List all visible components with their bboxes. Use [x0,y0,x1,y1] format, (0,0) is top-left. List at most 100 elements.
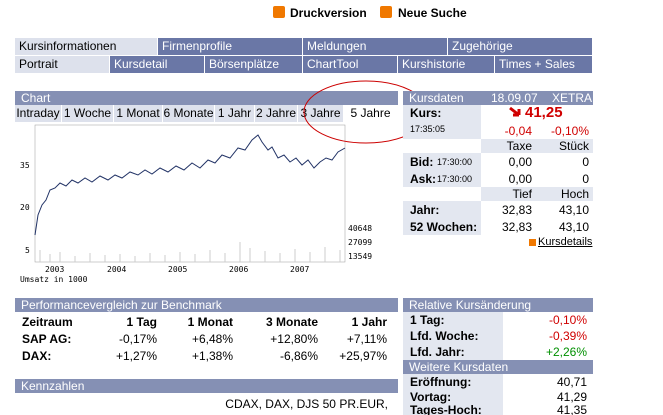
tab[interactable]: Kursinformationen [15,38,158,55]
exchange: XETRA [552,91,593,105]
volume-caption: Umsatz in 1000 [20,275,88,284]
range-tab[interactable]: 3 Jahre [298,105,344,122]
row-label: Jahr: [410,203,440,217]
cell: 40,71 [556,375,587,389]
volume-label: 13549 [348,252,373,261]
label-cell [403,153,481,187]
x-axis-label: 2004 [107,265,127,274]
tab[interactable]: Times + Sales [495,56,593,73]
label-cell [403,201,481,235]
row-label: Eröffnung: [410,375,472,389]
plot-frame [34,124,346,263]
range-tab[interactable]: 1 Woche [62,105,114,122]
row-label: DAX: [22,349,52,363]
volume-bars [39,242,341,262]
cell: 32,83 [501,203,532,217]
tab[interactable]: Meldungen [303,38,448,55]
range-tab[interactable]: 1 Monat [114,105,163,122]
cell: -0,39% [548,329,587,343]
tab[interactable]: ChartTool [303,56,398,73]
row-label: Vortag: [410,390,452,404]
header-cell [481,139,593,153]
col-header: 1 Monat [187,315,233,329]
col-header: 3 Monate [265,315,318,329]
price-change: -0,04 [504,124,532,138]
row-label: Bid: [410,155,434,169]
header-cell [481,187,593,201]
row-label: Tages-Hoch: [410,403,482,415]
row-time: 17:30:00 [437,157,473,167]
tab[interactable]: Zugehörige [448,38,593,55]
quote-time: 17:35:05 [410,124,446,134]
cell: -0,10% [548,313,587,327]
col-header: Tief [512,187,532,201]
quote-date: 18.09.07 [491,91,538,105]
cell: +7,11% [346,332,387,346]
row-label: Kurs: [410,106,442,120]
row-label: Lfd. Woche: [410,329,479,343]
cell: 32,83 [501,220,532,234]
col-header: 1 Jahr [351,315,387,329]
y-axis-label: 20 [20,203,30,212]
row-label: Lfd. Jahr: [410,345,465,359]
cell: +1,27% [115,349,157,363]
tab[interactable]: Firmenprofile [158,38,303,55]
x-axis-label: 2005 [168,265,188,274]
print-icon[interactable] [273,6,285,18]
x-axis-label: 2006 [229,265,249,274]
x-axis-label: 2003 [45,265,65,274]
search-link[interactable]: Neue Suche [398,6,467,20]
cell: 0,00 [508,155,532,169]
tab[interactable]: Portrait [15,56,110,73]
cell: +2,26% [545,345,587,359]
row-label: Ask: [410,172,437,186]
panel-header: Kennzahlen [15,379,398,393]
y-axis-label: 35 [20,161,30,170]
cell: +12,80% [270,332,318,346]
col-header: Zeitraum [22,315,73,329]
cell: 41,29 [556,390,587,404]
cell: +6,48% [191,332,233,346]
x-axis-label: 2007 [290,265,310,274]
row-label: 1 Tag: [410,313,445,327]
range-tab[interactable]: 6 Monate [163,105,215,122]
range-tab[interactable]: 2 Jahre [255,105,298,122]
panel-header: Performancevergleich zur Benchmark [15,298,398,312]
label-cell [403,312,503,360]
tab[interactable]: Kurshistorie [398,56,495,73]
tab[interactable]: Kursdetail [110,56,205,73]
range-tab[interactable]: 1 Jahr [215,105,255,122]
details-link[interactable]: Kursdetails [538,236,593,248]
label-cell [403,105,481,139]
cell: 41,35 [556,403,587,415]
panel-header: Kursdaten [403,91,593,105]
search-icon[interactable] [380,6,392,18]
down-arrow [509,106,521,117]
range-tab[interactable]: Intraday [15,105,62,122]
range-tab[interactable]: 5 Jahre [344,105,398,122]
price-line [34,134,346,236]
link-icon [529,239,536,246]
tab[interactable]: Börsenplätze [205,56,303,73]
price-change-pct: -0,10% [550,124,589,138]
cell: 0 [582,172,589,186]
volume-label: 27099 [348,238,373,247]
cell: -0,17% [118,332,157,346]
panel-header: Relative Kursänderung [403,298,593,312]
panel-header: Chart [15,91,398,105]
col-header: Taxe [506,139,532,153]
cell: +25,97% [339,349,387,363]
col-header: Hoch [560,187,589,201]
cell: 0 [582,155,589,169]
cell: -6,86% [279,349,318,363]
y-axis-label: 5 [25,246,30,255]
cell: 0,00 [508,172,532,186]
row-label: 52 Wochen: [410,220,478,234]
label-cell [403,374,503,415]
indices: CDAX, DAX, DJS 50 PR.EUR, [225,397,388,411]
print-link[interactable]: Druckversion [290,6,367,20]
col-header: Stück [558,139,589,153]
volume-label: 40648 [348,224,373,233]
cell: 43,10 [558,220,589,234]
